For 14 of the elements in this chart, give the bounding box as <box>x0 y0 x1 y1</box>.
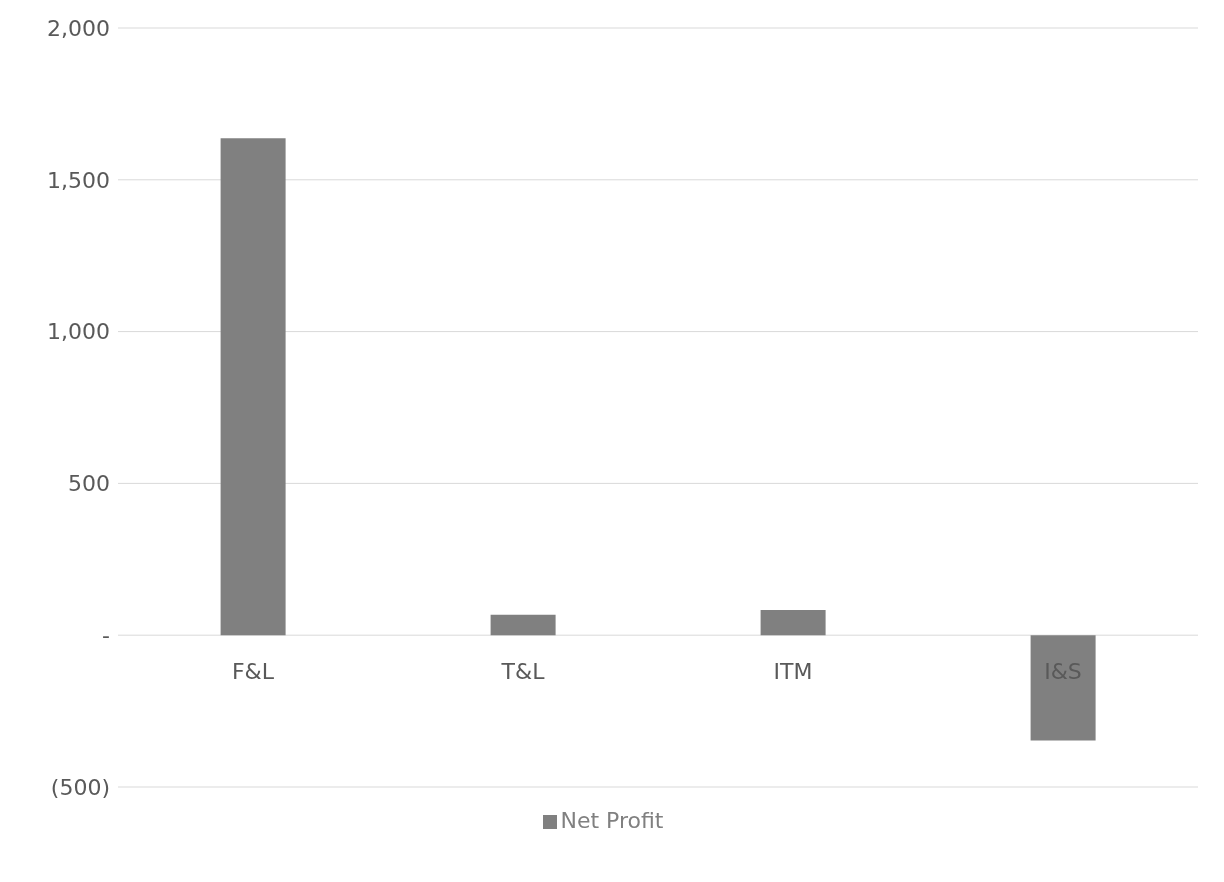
bar <box>760 610 826 636</box>
bar <box>490 614 556 636</box>
x-tick-label: ITM <box>773 659 813 685</box>
x-tick-label: T&L <box>500 659 546 685</box>
y-tick-label: - <box>102 623 110 649</box>
bar <box>1030 635 1096 741</box>
y-tick-label: 2,000 <box>47 15 110 41</box>
x-tick-label: F&L <box>231 659 275 685</box>
y-tick-label: 1,500 <box>47 167 110 193</box>
legend-label: Net Profit <box>560 808 664 833</box>
y-tick-label: 500 <box>68 471 110 497</box>
bar <box>220 138 286 636</box>
y-tick-label: 1,000 <box>47 319 110 345</box>
y-tick-label: (500) <box>50 774 110 800</box>
